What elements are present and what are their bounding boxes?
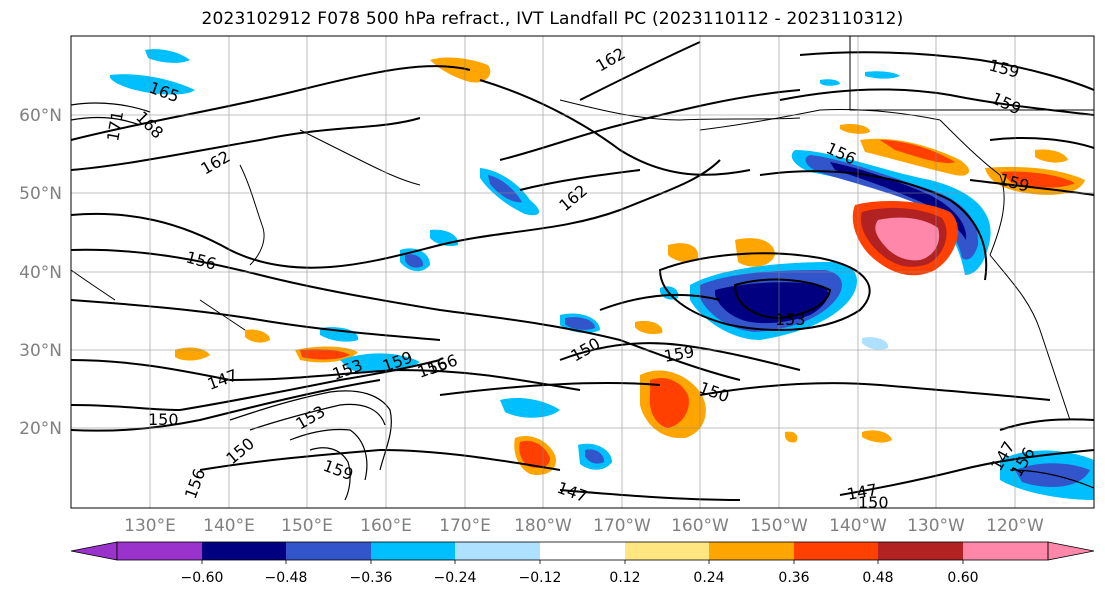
latitude-labels: 60°N 50°N 40°N 30°N 20°N bbox=[19, 106, 62, 439]
colorbar-outline bbox=[116, 541, 1049, 561]
coastlines bbox=[70, 36, 1094, 421]
lon-label: 140°E bbox=[203, 516, 255, 536]
colorbar-segment bbox=[963, 542, 1048, 560]
gridlines bbox=[71, 36, 1094, 508]
colorbar-extend-low bbox=[70, 541, 118, 561]
map-title: 2023102912 F078 500 hPa refract., IVT La… bbox=[201, 9, 904, 29]
colorbar-tick-label: −0.36 bbox=[350, 570, 393, 586]
lat-label: 60°N bbox=[19, 106, 62, 126]
colorbar-segment bbox=[202, 542, 286, 560]
map-frame bbox=[70, 35, 1095, 509]
colorbar-segment bbox=[625, 542, 709, 560]
colorbar-tick-label: −0.24 bbox=[434, 570, 477, 586]
lon-label: 150°W bbox=[750, 516, 808, 536]
lon-label: 160°W bbox=[671, 516, 729, 536]
colorbar-segment bbox=[286, 542, 371, 560]
lon-label: 130°W bbox=[907, 516, 965, 536]
lon-label: 150°E bbox=[281, 516, 333, 536]
colorbar-tick-label: 0.12 bbox=[609, 570, 640, 586]
lon-label: 120°W bbox=[986, 516, 1044, 536]
lon-label: 170°E bbox=[439, 516, 491, 536]
contour-lines-thin bbox=[70, 102, 1095, 501]
colorbar: −0.60 −0.48 −0.36 −0.24 −0.12 0.12 0.24 … bbox=[70, 541, 1095, 586]
lat-label: 50°N bbox=[19, 184, 62, 204]
colorbar-tick-label: 0.24 bbox=[693, 570, 724, 586]
lon-label: 130°E bbox=[124, 516, 176, 536]
colorbar-segment bbox=[540, 542, 625, 560]
colorbar-segment bbox=[117, 542, 202, 560]
colorbar-tick-label: −0.12 bbox=[519, 570, 562, 586]
colorbar-segment bbox=[794, 542, 878, 560]
colorbar-tick-label: −0.60 bbox=[181, 570, 224, 586]
colorbar-segment bbox=[709, 542, 794, 560]
colorbar-tick-label: −0.48 bbox=[265, 570, 308, 586]
contour-label: 150 bbox=[858, 493, 889, 512]
colorbar-extend-high bbox=[1047, 541, 1095, 561]
colorbar-tick-label: 0.60 bbox=[947, 570, 978, 586]
lat-label: 30°N bbox=[19, 341, 62, 361]
lon-label: 160°E bbox=[360, 516, 412, 536]
colorbar-tick-label: 0.36 bbox=[778, 570, 809, 586]
colorbar-segment bbox=[878, 542, 963, 560]
anomaly-patches bbox=[109, 49, 1094, 500]
lon-label: 170°W bbox=[593, 516, 651, 536]
lon-label: 140°W bbox=[829, 516, 887, 536]
lon-label: 180°W bbox=[514, 516, 572, 536]
colorbar-segment bbox=[455, 542, 540, 560]
lat-label: 20°N bbox=[19, 419, 62, 439]
longitude-labels: 130°E 140°E 150°E 160°E 170°E 180°W 170°… bbox=[124, 516, 1044, 536]
lat-label: 40°N bbox=[19, 263, 62, 283]
colorbar-tick-label: 0.48 bbox=[862, 570, 893, 586]
contour-label: 150 bbox=[148, 410, 179, 429]
colorbar-segment bbox=[371, 542, 455, 560]
contour-label: 153 bbox=[775, 310, 806, 329]
